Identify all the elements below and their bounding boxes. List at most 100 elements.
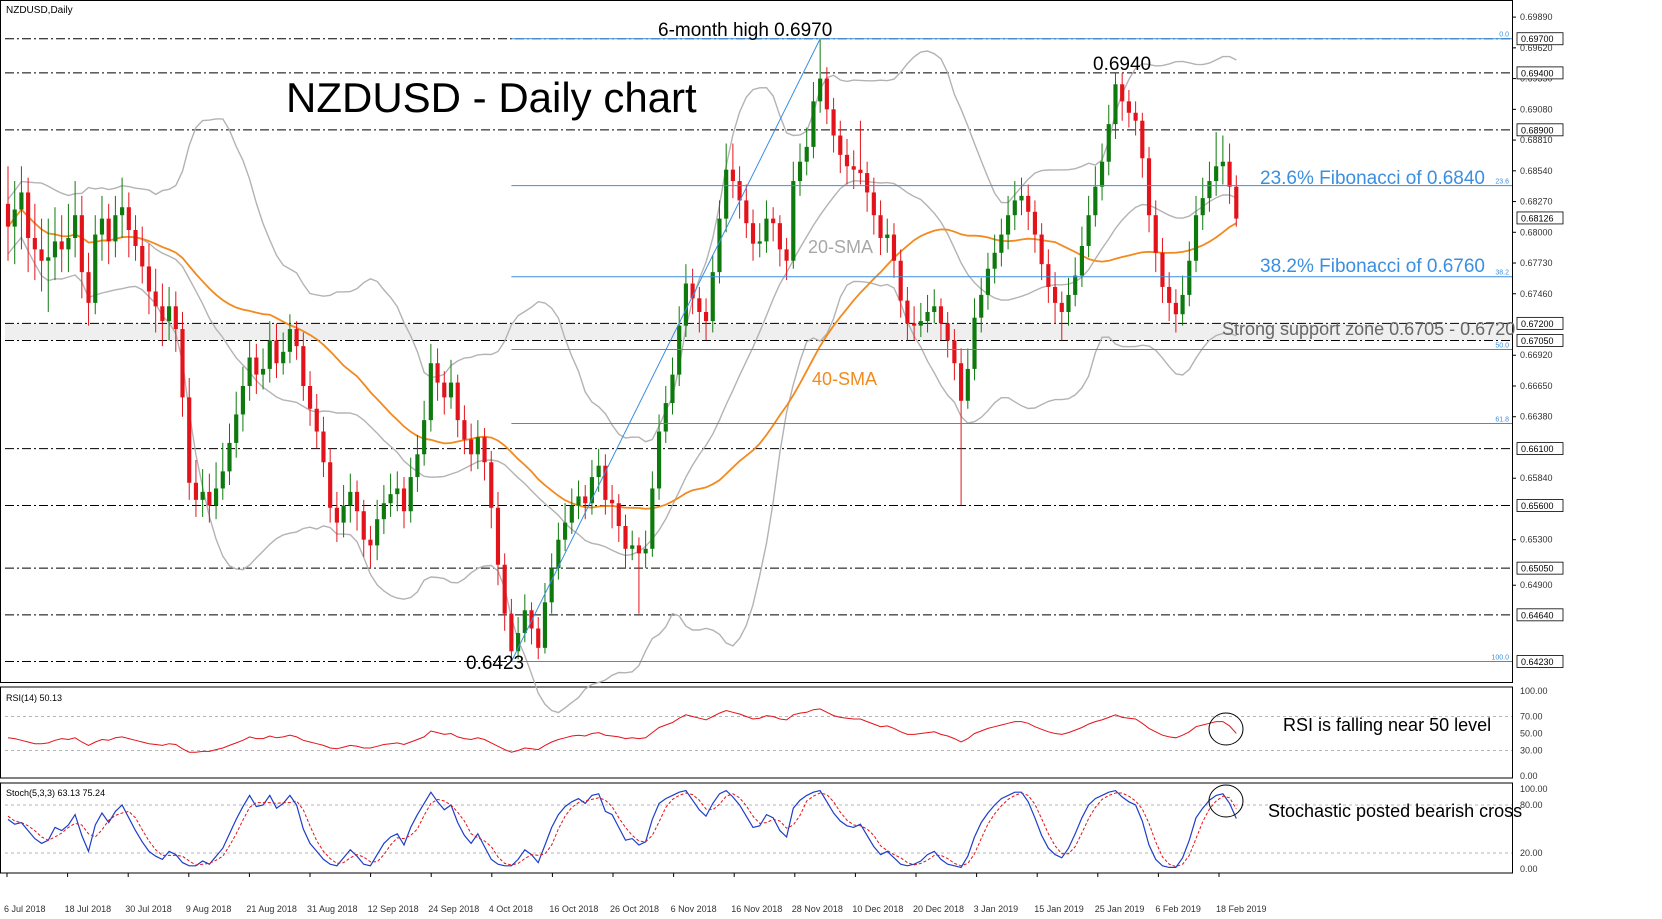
price-axis-label: 0.69080 xyxy=(1520,104,1553,114)
bearish-candle xyxy=(1120,84,1125,102)
time-axis-label: 6 Feb 2019 xyxy=(1155,904,1201,914)
bearish-candle xyxy=(737,181,742,201)
bullish-candle xyxy=(999,234,1004,253)
bullish-candle xyxy=(724,169,729,219)
bearish-candle xyxy=(328,462,333,508)
bearish-candle xyxy=(1032,211,1038,235)
bearish-candle xyxy=(1234,186,1239,219)
overlays-layer: 0.0 23.6 38.2 50.0 61.8 100.0 xyxy=(510,32,1512,663)
bearish-candle xyxy=(274,340,279,364)
time-axis-label: 3 Jan 2019 xyxy=(974,904,1019,914)
price-level-box xyxy=(1516,316,1564,330)
bearish-candle xyxy=(294,329,299,347)
bullish-candle xyxy=(804,146,809,162)
bearish-candle xyxy=(777,223,782,250)
bearish-candle xyxy=(865,173,870,193)
bearish-candle xyxy=(193,482,199,500)
bearish-candle xyxy=(959,363,964,401)
bearish-candle xyxy=(59,241,64,250)
bullish-candle xyxy=(281,351,286,364)
bullish-candle xyxy=(93,234,98,303)
time-axis-label: 12 Sep 2018 xyxy=(368,904,419,914)
price-level-box xyxy=(1516,561,1564,575)
stoch-axis-label: 80.00 xyxy=(1520,800,1543,810)
price-level-box xyxy=(1516,608,1564,622)
bullish-candle xyxy=(569,505,574,523)
bullish-candle xyxy=(992,252,997,269)
fib-236-label: 23.6% Fibonacci of 0.6840 xyxy=(1260,168,1485,189)
fibonacci-ratio-label: 100.0 xyxy=(1491,655,1509,662)
bearish-candle xyxy=(690,283,695,299)
bullish-candle xyxy=(388,494,393,504)
bearish-candle xyxy=(462,420,467,440)
bullish-candle xyxy=(576,496,581,506)
stoch-k-line xyxy=(7,789,1237,869)
fibonacci-ratio-label: 61.8 xyxy=(1495,417,1509,424)
price-axis-label: 0.66380 xyxy=(1520,412,1553,422)
chart-title: NZDUSD - Daily chart xyxy=(286,74,697,121)
bearish-candle xyxy=(952,340,957,364)
bearish-candle xyxy=(153,291,158,307)
sma20-label: 20-SMA xyxy=(808,237,873,257)
price-level-box-label: 0.65600 xyxy=(1521,501,1554,511)
bearish-candle xyxy=(831,109,836,136)
stoch-axis-label: 20.00 xyxy=(1520,848,1543,858)
bearish-candle xyxy=(5,203,11,227)
bullish-candle xyxy=(710,272,715,322)
bearish-candle xyxy=(844,154,850,167)
bullish-candle xyxy=(46,257,51,261)
bearish-candle xyxy=(321,431,326,463)
time-axis-label: 20 Dec 2018 xyxy=(913,904,964,914)
time-axis-label: 31 Aug 2018 xyxy=(307,904,358,914)
bullish-candle xyxy=(99,218,105,235)
bearish-candle xyxy=(697,298,702,312)
bearish-candle xyxy=(502,564,507,614)
time-axis-label: 26 Oct 2018 xyxy=(610,904,659,914)
bullish-candle xyxy=(167,306,172,322)
bullish-candle xyxy=(542,602,548,648)
bearish-candle xyxy=(1052,286,1058,303)
bearish-candle xyxy=(140,245,145,267)
price-level-box xyxy=(1516,442,1564,456)
bullish-candle xyxy=(1093,186,1098,216)
price-axis-label: 0.68810 xyxy=(1520,135,1553,145)
bullish-candle xyxy=(200,491,205,500)
rsi-indicator-label: RSI(14) 50.13 xyxy=(6,693,62,703)
bullish-candle xyxy=(556,539,561,569)
bullish-candle xyxy=(932,306,937,312)
bullish-candle xyxy=(764,218,769,242)
bearish-candle xyxy=(307,385,313,409)
bearish-candle xyxy=(1153,215,1158,253)
bullish-candle xyxy=(66,237,71,250)
bearish-candle xyxy=(79,215,84,273)
bearish-candle xyxy=(750,223,756,244)
bullish-candle xyxy=(683,283,688,326)
bullish-candle xyxy=(1207,181,1212,199)
bullish-candle xyxy=(19,192,24,210)
bullish-candle xyxy=(797,161,803,182)
price-axis-label: 0.65840 xyxy=(1520,473,1553,483)
bullish-candle xyxy=(791,181,796,261)
time-axis-label: 4 Oct 2018 xyxy=(489,904,533,914)
bullish-candle xyxy=(247,357,252,386)
bullish-candle xyxy=(1193,215,1199,261)
bullish-candle xyxy=(52,241,58,258)
bearish-candle xyxy=(126,207,131,231)
rsi-axis-label: 100.00 xyxy=(1520,686,1548,696)
bearish-candle xyxy=(529,610,534,629)
bearish-candle xyxy=(455,382,460,421)
six-month-high-label: 6-month high 0.6970 xyxy=(658,20,832,41)
bearish-candle xyxy=(354,491,360,512)
bullish-candle xyxy=(1214,166,1219,182)
bearish-candle xyxy=(938,306,944,324)
bearish-candle xyxy=(838,135,843,155)
bullish-candle xyxy=(1019,195,1024,201)
time-axis-label: 10 Dec 2018 xyxy=(852,904,903,914)
bearish-candle xyxy=(106,218,111,242)
bollinger-upper-band xyxy=(7,50,1237,443)
time-axis-label: 16 Oct 2018 xyxy=(549,904,598,914)
rsi-panel-frame xyxy=(0,686,1513,779)
sma20-line xyxy=(7,180,1237,557)
bullish-candle xyxy=(985,268,991,295)
